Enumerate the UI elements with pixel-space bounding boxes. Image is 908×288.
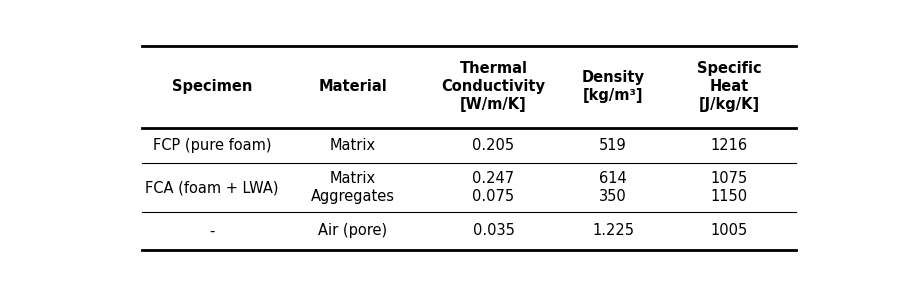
Text: Density
[kg/m³]: Density [kg/m³] <box>582 70 645 103</box>
Text: 1005: 1005 <box>711 223 748 238</box>
Text: 1075
1150: 1075 1150 <box>711 171 748 204</box>
Text: -: - <box>210 223 214 238</box>
Text: FCA (foam + LWA): FCA (foam + LWA) <box>145 180 279 195</box>
Text: 0.247
0.075: 0.247 0.075 <box>472 171 515 204</box>
Text: 1216: 1216 <box>711 138 748 153</box>
Text: 519: 519 <box>599 138 627 153</box>
Text: Material: Material <box>319 79 387 94</box>
Text: Matrix
Aggregates: Matrix Aggregates <box>311 171 395 204</box>
Text: Matrix: Matrix <box>330 138 376 153</box>
Text: Specimen: Specimen <box>172 79 252 94</box>
Text: 1.225: 1.225 <box>592 223 634 238</box>
Text: Air (pore): Air (pore) <box>318 223 388 238</box>
Text: Thermal
Conductivity
[W/m/K]: Thermal Conductivity [W/m/K] <box>441 61 546 112</box>
Text: 614
350: 614 350 <box>599 171 627 204</box>
Text: 0.035: 0.035 <box>472 223 515 238</box>
Text: FCP (pure foam): FCP (pure foam) <box>153 138 271 153</box>
Text: Specific
Heat
[J/kg/K]: Specific Heat [J/kg/K] <box>697 61 762 112</box>
Text: 0.205: 0.205 <box>472 138 515 153</box>
